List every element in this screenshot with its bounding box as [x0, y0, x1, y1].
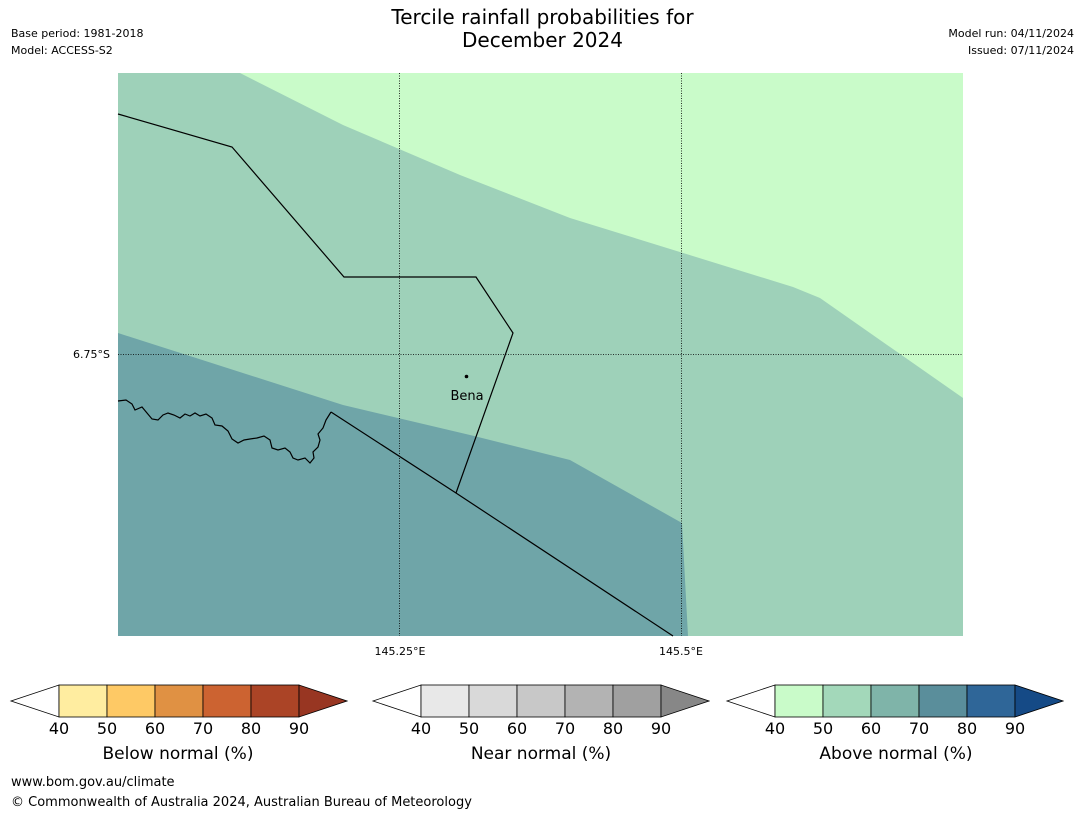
colorbar-segment [870, 684, 920, 718]
zone-above-40-50 [240, 73, 963, 398]
map-title: Tercile rainfall probabilities for Decem… [0, 6, 1085, 52]
colorbar-above-normal: 40 50 60 70 80 90 [725, 684, 1064, 738]
colorbar-segment [918, 684, 968, 718]
river-boundary [117, 399, 332, 464]
colorbar-tick-label: 90 [651, 719, 671, 738]
colorbar-title-above: Above normal (%) [819, 744, 973, 764]
colorbar-title-near: Near normal (%) [470, 744, 612, 764]
colorbar-tick-label: 80 [603, 719, 623, 738]
meta-left: Base period: 1981-2018 Model: ACCESS-S2 [11, 25, 143, 59]
meta-right: Model run: 04/11/2024 Issued: 07/11/2024 [948, 25, 1074, 59]
colorbar-tick-label: 50 [813, 719, 833, 738]
colorbar-tick-label: 70 [909, 719, 929, 738]
colorbar-tick-label: 60 [145, 719, 165, 738]
colorbar-tick-label: 60 [861, 719, 881, 738]
footer-copyright: © Commonwealth of Australia 2024, Austra… [11, 795, 472, 810]
colorbar-extend-max [298, 684, 348, 718]
boundary-line-north [117, 113, 514, 494]
colorbar-segment [564, 684, 614, 718]
footer-url: www.bom.gov.au/climate [11, 775, 175, 790]
map-canvas: Bena 6.75°S 145.25°E 145.5°E [73, 73, 963, 658]
colorbar-segment [154, 684, 204, 718]
colorbar-tick-label: 70 [555, 719, 575, 738]
colorbar-extend-min [371, 684, 422, 718]
colorbar-extend-min [725, 684, 776, 718]
colorbar-extend-min [9, 684, 60, 718]
colorbar-segment [468, 684, 518, 718]
model-name: Model: ACCESS-S2 [11, 44, 113, 57]
colorbar-segment [202, 684, 252, 718]
colorbar-tick-label: 50 [459, 719, 479, 738]
colorbar-title-below: Below normal (%) [102, 744, 254, 764]
colorbar-tick-label: 90 [1005, 719, 1025, 738]
colorbar-segment [420, 684, 470, 718]
colorbar-tick-label: 90 [289, 719, 309, 738]
colorbar-segment [612, 684, 662, 718]
base-period: Base period: 1981-2018 [11, 27, 144, 40]
lat-label-6-75: 6.75°S [73, 348, 110, 361]
colorbar-segment [822, 684, 872, 718]
lon-label-145-25: 145.25°E [375, 645, 426, 658]
colorbar-tick-label: 40 [411, 719, 431, 738]
colorbar-tick-label: 40 [765, 719, 785, 738]
colorbar-extend-max [660, 684, 710, 718]
bena-marker [464, 374, 469, 379]
colorbar-extend-max [1014, 684, 1064, 718]
colorbar-near-normal: 40 50 60 70 80 90 [371, 684, 710, 738]
model-run: Model run: 04/11/2024 [948, 27, 1074, 40]
colorbar-segment [250, 684, 300, 718]
colorbar-segment [58, 684, 108, 718]
issued-date: Issued: 07/11/2024 [967, 44, 1074, 57]
colorbar-segment [516, 684, 566, 718]
colorbar-tick-label: 40 [49, 719, 69, 738]
colorbar-tick-label: 80 [241, 719, 261, 738]
colorbar-tick-label: 80 [957, 719, 977, 738]
colorbar-tick-label: 50 [97, 719, 117, 738]
colorbar-tick-label: 70 [193, 719, 213, 738]
zone-above-60-70 [118, 333, 688, 636]
colorbar-segment [106, 684, 156, 718]
title-line-2: December 2024 [462, 28, 623, 52]
lon-label-145-5: 145.5°E [659, 645, 703, 658]
colorbar-tick-label: 60 [507, 719, 527, 738]
boundary-line-south [330, 411, 674, 637]
colorbar-segment [966, 684, 1016, 718]
bena-label: Bena [450, 389, 483, 404]
colorbar-below-normal: 40 50 60 70 80 90 [9, 684, 348, 738]
colorbar-segment [774, 684, 824, 718]
title-line-1: Tercile rainfall probabilities for [391, 5, 694, 29]
